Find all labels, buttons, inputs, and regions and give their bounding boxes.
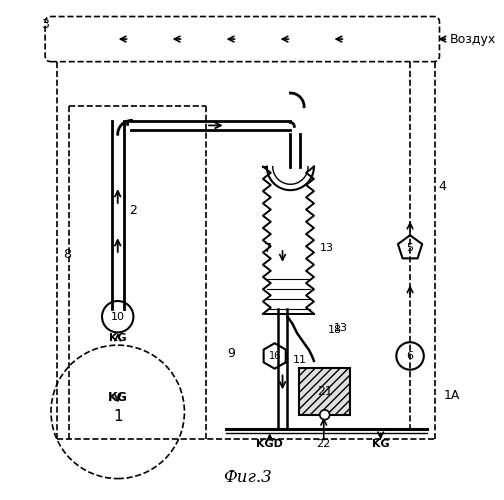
Text: 9: 9 (228, 346, 235, 360)
Text: 6: 6 (407, 351, 414, 361)
Text: Фиг.3: Фиг.3 (223, 469, 272, 486)
Text: 18: 18 (328, 326, 342, 336)
Text: KGD: KGD (257, 439, 283, 449)
Text: 7: 7 (264, 242, 272, 254)
Text: 13: 13 (320, 243, 334, 253)
Circle shape (396, 342, 424, 369)
Text: 11: 11 (292, 355, 306, 365)
Text: 4: 4 (438, 180, 447, 192)
Circle shape (102, 301, 134, 332)
Text: KG: KG (109, 334, 127, 344)
Text: 3: 3 (41, 18, 49, 31)
Text: Воздух: Воздух (449, 32, 495, 46)
Text: 13: 13 (334, 324, 348, 334)
Text: KG: KG (372, 439, 390, 449)
Text: 1: 1 (113, 410, 122, 424)
Text: 21: 21 (317, 385, 333, 398)
Bar (299, 368, 350, 415)
Text: KG: KG (108, 390, 128, 404)
Circle shape (320, 410, 330, 420)
Text: 5: 5 (407, 243, 414, 253)
Text: 8: 8 (63, 248, 71, 262)
Text: 1А: 1А (444, 388, 460, 402)
Text: 10: 10 (111, 312, 124, 322)
Text: 16: 16 (269, 351, 281, 361)
Text: 2: 2 (130, 204, 138, 218)
Text: 22: 22 (317, 439, 331, 449)
